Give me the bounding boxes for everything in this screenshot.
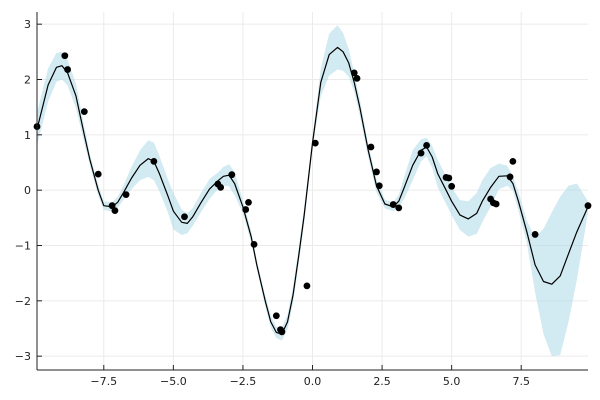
x-tick-label-4: 2.5 xyxy=(373,375,391,388)
observation-point-11 xyxy=(217,184,225,191)
y-tick-label-2: 1 xyxy=(24,129,31,142)
observation-point-39 xyxy=(584,202,592,210)
observation-point-20 xyxy=(311,139,319,147)
x-tick-label-5: 5.0 xyxy=(443,375,461,388)
y-tick-label-6: −3 xyxy=(15,350,31,363)
observations xyxy=(33,52,592,336)
axes xyxy=(36,12,588,371)
observation-point-12 xyxy=(228,171,236,179)
observation-point-22 xyxy=(353,74,361,82)
observation-point-36 xyxy=(506,173,514,181)
mean-line xyxy=(36,46,589,335)
y-tick-label-5: −2 xyxy=(15,295,31,308)
mean-line-path xyxy=(36,46,589,335)
observation-point-6 xyxy=(111,207,119,215)
tick-labels: −7.5 −5.0 −2.5 0.0 2.5 5.0 7.5 3 2 1 0 −1 −2 −3 xyxy=(15,18,530,388)
observation-point-14 xyxy=(245,198,252,206)
observation-point-32 xyxy=(448,182,456,190)
observation-point-28 xyxy=(417,149,425,157)
observation-point-24 xyxy=(373,168,380,176)
observation-point-8 xyxy=(150,157,158,165)
observation-point-25 xyxy=(375,182,383,190)
observation-point-29 xyxy=(423,141,430,149)
y-tick-label-0: 3 xyxy=(24,18,31,31)
confidence-band xyxy=(37,25,588,357)
observation-point-21 xyxy=(350,69,358,77)
observation-point-4 xyxy=(94,170,102,178)
x-tick-label-1: −5.0 xyxy=(160,375,187,388)
observation-point-1 xyxy=(61,52,69,60)
observation-point-27 xyxy=(395,204,403,212)
observation-point-9 xyxy=(181,213,188,221)
observation-point-31 xyxy=(445,174,453,182)
observation-point-38 xyxy=(531,231,539,238)
x-tick-label-3: 0.0 xyxy=(304,375,322,388)
observation-point-15 xyxy=(250,240,258,248)
observation-point-23 xyxy=(367,143,375,151)
confidence-band-area xyxy=(37,25,588,357)
observation-point-18 xyxy=(278,328,286,336)
y-tick-label-4: −1 xyxy=(15,240,31,253)
observation-point-19 xyxy=(303,282,311,290)
x-tick-label-0: −7.5 xyxy=(90,375,117,388)
observation-point-7 xyxy=(122,191,130,198)
observation-point-5 xyxy=(108,202,116,210)
y-tick-label-3: 0 xyxy=(24,184,31,197)
observation-point-26 xyxy=(389,201,397,208)
observation-point-3 xyxy=(80,108,88,115)
observation-point-13 xyxy=(242,206,250,213)
observation-point-37 xyxy=(509,157,517,165)
x-tick-label-2: −2.5 xyxy=(230,375,257,388)
y-tick-label-1: 2 xyxy=(24,74,31,87)
observation-point-2 xyxy=(64,66,72,73)
observation-point-35 xyxy=(492,200,500,208)
observation-point-16 xyxy=(272,312,280,320)
x-tick-label-6: 7.5 xyxy=(512,375,530,388)
